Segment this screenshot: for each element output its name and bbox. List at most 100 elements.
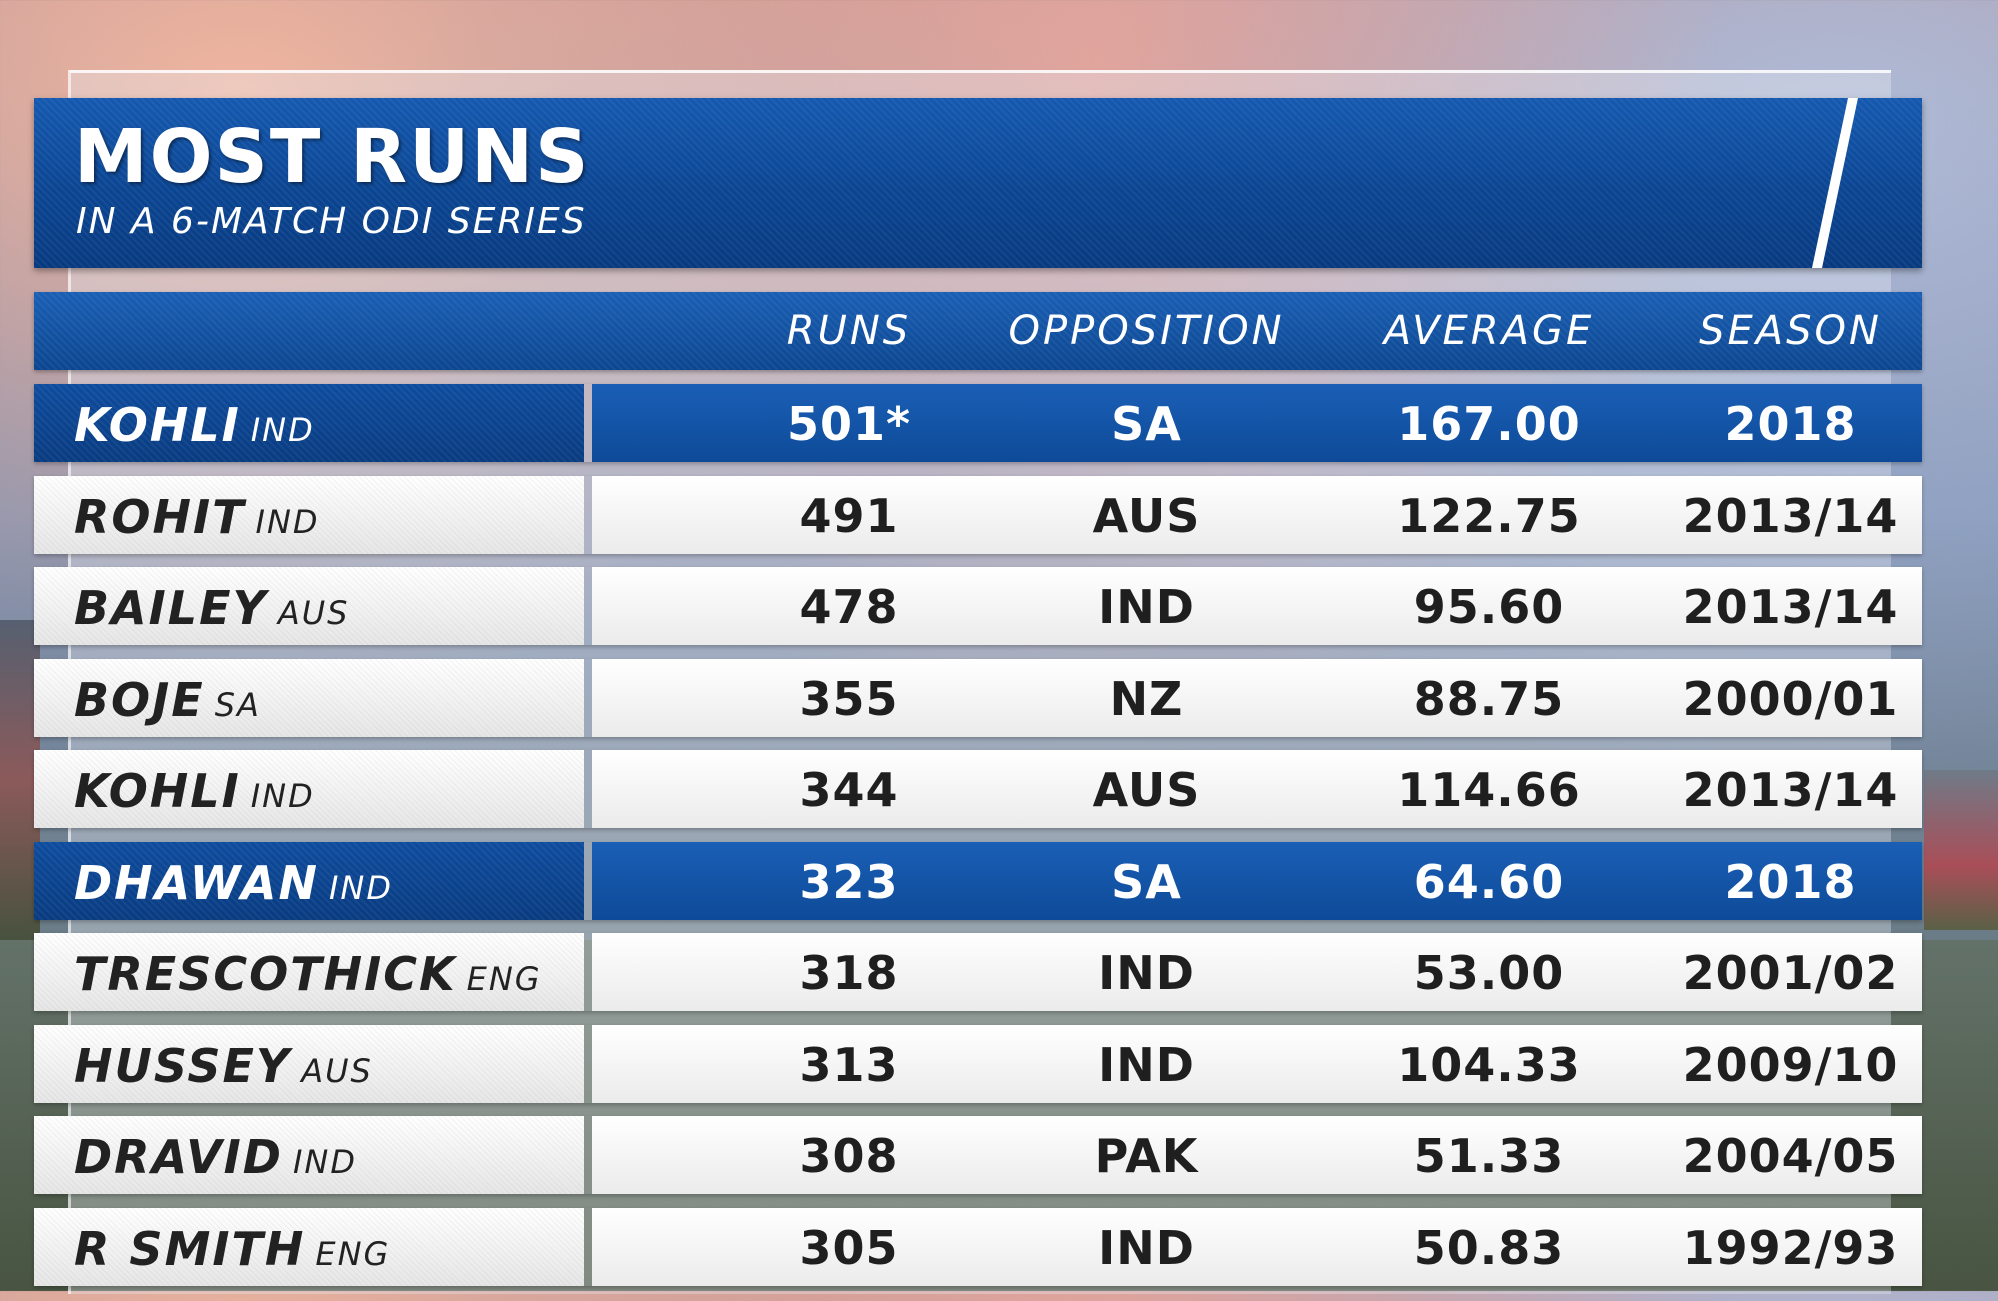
player-name: DRAVID IND <box>74 1116 357 1194</box>
stats-cell <box>592 842 1922 920</box>
player-cell: BAILEY AUS <box>34 567 584 645</box>
season-value: 2004/05 <box>1682 1129 1899 1183</box>
table-row: ROHIT IND 491 AUS 122.75 2013/14 <box>34 476 1922 554</box>
player-cell: HUSSEY AUS <box>34 1025 584 1103</box>
slash-decoration-icon <box>1812 98 1858 268</box>
background-stand-right <box>1924 770 1998 930</box>
player-cell: TRESCOTHICK ENG <box>34 933 584 1011</box>
season-value: 2018 <box>1724 397 1857 451</box>
season-value: 2009/10 <box>1682 1038 1899 1092</box>
column-header-season: SEASON <box>1699 308 1882 354</box>
table-row: KOHLI IND 501* SA 167.00 2018 <box>34 384 1922 462</box>
player-surname: DRAVID <box>74 1130 283 1184</box>
player-country: IND <box>328 869 393 907</box>
player-surname: DHAWAN <box>74 856 319 910</box>
average-value: 167.00 <box>1397 397 1581 451</box>
player-cell: R SMITH ENG <box>34 1208 584 1286</box>
average-value: 64.60 <box>1413 855 1565 909</box>
player-cell: DHAWAN IND <box>34 842 584 920</box>
runs-value: 355 <box>799 672 899 726</box>
player-name: DHAWAN IND <box>74 842 393 920</box>
table-row: KOHLI IND 344 AUS 114.66 2013/14 <box>34 750 1922 828</box>
player-name: KOHLI IND <box>74 750 315 828</box>
stats-cell <box>592 659 1922 737</box>
stats-cell <box>592 1116 1922 1194</box>
opposition-value: AUS <box>1092 763 1201 817</box>
runs-value: 318 <box>799 946 899 1000</box>
graphic-title: MOST RUNS <box>74 114 591 200</box>
table-row: BOJE SA 355 NZ 88.75 2000/01 <box>34 659 1922 737</box>
column-header-runs: RUNS <box>786 308 912 354</box>
player-name: KOHLI IND <box>74 384 315 462</box>
opposition-value: IND <box>1098 946 1195 1000</box>
runs-value: 305 <box>799 1221 899 1275</box>
table-row: DHAWAN IND 323 SA 64.60 2018 <box>34 842 1922 920</box>
player-surname: BOJE <box>74 673 205 727</box>
runs-value: 491 <box>799 489 899 543</box>
runs-value: 501* <box>786 397 912 451</box>
opposition-value: PAK <box>1094 1129 1199 1183</box>
player-country: IND <box>250 777 315 815</box>
stats-cell <box>592 750 1922 828</box>
runs-value: 478 <box>799 580 899 634</box>
average-value: 95.60 <box>1413 580 1565 634</box>
title-banner: MOST RUNS IN A 6-MATCH ODI SERIES <box>34 98 1922 268</box>
opposition-value: AUS <box>1092 489 1201 543</box>
player-country: AUS <box>301 1052 373 1090</box>
column-header-average: AVERAGE <box>1383 308 1595 354</box>
table-row: R SMITH ENG 305 IND 50.83 1992/93 <box>34 1208 1922 1286</box>
runs-value: 344 <box>799 763 899 817</box>
stats-cell <box>592 476 1922 554</box>
average-value: 51.33 <box>1413 1129 1565 1183</box>
season-value: 2013/14 <box>1682 489 1899 543</box>
player-country: IND <box>292 1143 357 1181</box>
column-header-opposition: OPPOSITION <box>1008 308 1285 354</box>
opposition-value: IND <box>1098 1038 1195 1092</box>
stats-cell <box>592 933 1922 1011</box>
season-value: 2013/14 <box>1682 580 1899 634</box>
average-value: 122.75 <box>1397 489 1581 543</box>
player-name: BAILEY AUS <box>74 567 349 645</box>
player-cell: KOHLI IND <box>34 750 584 828</box>
player-name: ROHIT IND <box>74 476 320 554</box>
season-value: 2001/02 <box>1682 946 1899 1000</box>
player-country: ENG <box>315 1235 391 1273</box>
player-surname: KOHLI <box>74 398 241 452</box>
player-surname: TRESCOTHICK <box>74 947 457 1001</box>
player-country: IND <box>255 503 320 541</box>
player-surname: ROHIT <box>74 490 246 544</box>
stats-cell <box>592 567 1922 645</box>
runs-value: 313 <box>799 1038 899 1092</box>
average-value: 88.75 <box>1413 672 1565 726</box>
table-row: TRESCOTHICK ENG 318 IND 53.00 2001/02 <box>34 933 1922 1011</box>
player-country: IND <box>250 411 315 449</box>
player-cell: BOJE SA <box>34 659 584 737</box>
season-value: 1992/93 <box>1682 1221 1899 1275</box>
player-country: SA <box>214 686 261 724</box>
average-value: 50.83 <box>1413 1221 1565 1275</box>
player-name: HUSSEY AUS <box>74 1025 373 1103</box>
table-row: HUSSEY AUS 313 IND 104.33 2009/10 <box>34 1025 1922 1103</box>
player-country: AUS <box>277 594 350 632</box>
table-row: BAILEY AUS 478 IND 95.60 2013/14 <box>34 567 1922 645</box>
player-surname: KOHLI <box>74 764 241 818</box>
player-surname: R SMITH <box>74 1222 306 1276</box>
average-value: 104.33 <box>1397 1038 1581 1092</box>
player-surname: BAILEY <box>74 581 268 635</box>
opposition-value: IND <box>1098 580 1195 634</box>
player-cell: DRAVID IND <box>34 1116 584 1194</box>
player-surname: HUSSEY <box>74 1039 292 1093</box>
runs-value: 308 <box>799 1129 899 1183</box>
opposition-value: IND <box>1098 1221 1195 1275</box>
stats-cell <box>592 1208 1922 1286</box>
runs-value: 323 <box>799 855 899 909</box>
opposition-value: SA <box>1111 855 1182 909</box>
player-cell: KOHLI IND <box>34 384 584 462</box>
table-row: DRAVID IND 308 PAK 51.33 2004/05 <box>34 1116 1922 1194</box>
season-value: 2018 <box>1724 855 1857 909</box>
player-name: R SMITH ENG <box>74 1208 390 1286</box>
player-country: ENG <box>466 960 542 998</box>
player-name: TRESCOTHICK ENG <box>74 933 542 1011</box>
season-value: 2013/14 <box>1682 763 1899 817</box>
graphic-subtitle: IN A 6-MATCH ODI SERIES <box>76 201 587 242</box>
